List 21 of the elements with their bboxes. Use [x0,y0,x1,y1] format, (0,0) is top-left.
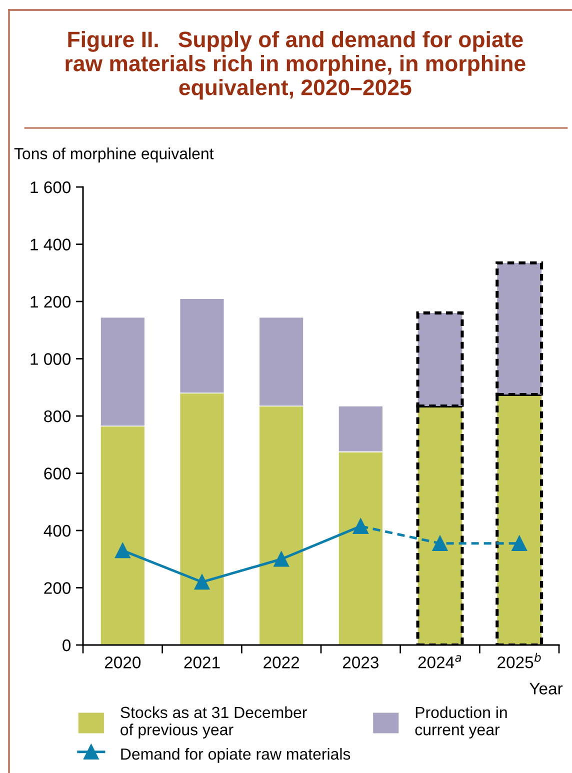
legend-label: Demand for opiate raw materials [121,748,350,763]
x-tick-label: 2022 [264,656,300,668]
chart-title: Figure II. Supply of and demand for opiate raw materials rich in morphine, in morphine equivalent, 2020–2025 [66,31,526,100]
x-axis-title: Year [530,682,563,694]
y-tick-label: 1 400 [30,238,71,250]
y-tick-label: 1 000 [30,353,71,365]
y-tick-label: 1 600 [30,181,71,194]
x-tick-label: 2020 [104,656,141,668]
y-tick-label: 600 [44,468,71,480]
legend-label: Stocks as at 31 December of previous year [120,706,307,738]
y-tick-label: 0 [62,639,71,652]
x-tick-label: 2025$^{b}$ [498,652,541,668]
x-tick-label: 2024$^{a}$ [418,655,462,668]
y-tick-label: 1 200 [30,296,71,308]
y-axis-title: Tons of morphine equivalent [14,148,214,162]
y-tick-label: 400 [44,524,71,537]
y-tick-label: 800 [44,410,71,422]
legend-label: Production in current year [415,706,507,738]
x-tick-label: 2021 [184,656,220,668]
y-tick-label: 200 [44,582,71,594]
x-tick-label: 2023 [342,656,378,668]
